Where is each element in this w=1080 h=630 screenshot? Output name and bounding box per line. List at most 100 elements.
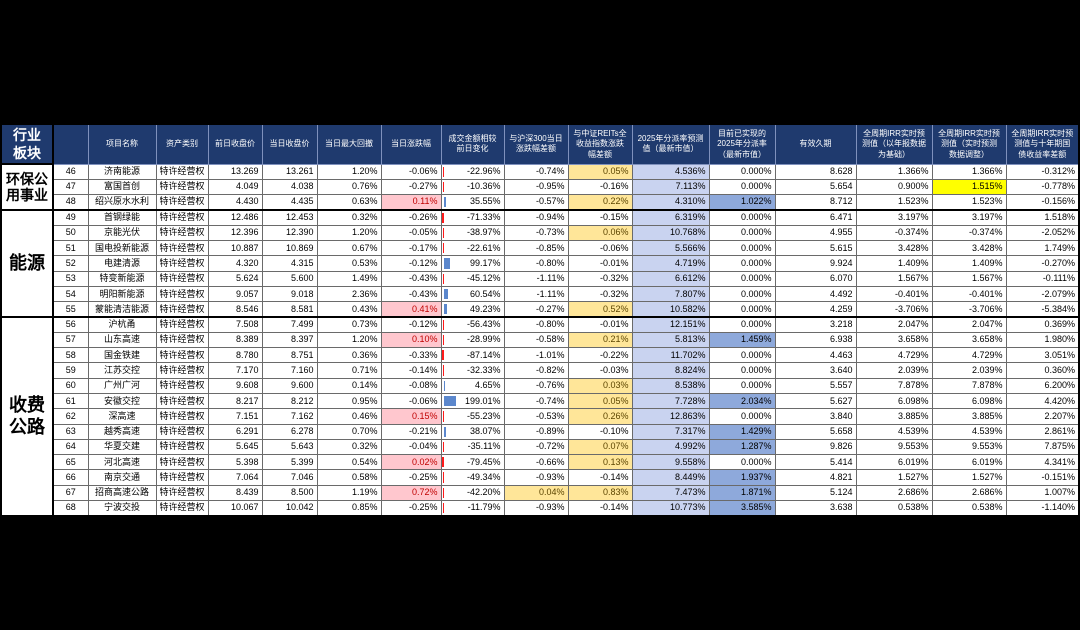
cell-turnover-change: 4.65% (440, 377, 505, 394)
cell-irr-spread: 1.980% (1005, 331, 1080, 349)
cell-irr-adjusted: 1.366% (931, 163, 1007, 180)
sector-label: 环保公 用事业 (0, 163, 54, 211)
cell-vs-reits: -0.14% (567, 469, 633, 486)
table-row: 67 招商高速公路 特许经营权 8.439 8.500 1.19% 0.72% -42.20%… (1, 484, 1080, 502)
cell-dist-forecast: 10.773% (631, 500, 710, 517)
cell-vs-reits: -0.16% (567, 178, 633, 196)
cell-vs-hs300: -0.82% (503, 362, 569, 379)
cell-dist-realized: 0.000% (708, 362, 776, 379)
cell-vs-reits: -0.32% (567, 285, 633, 303)
cell-prev-close: 5.624 (207, 270, 263, 287)
turnover-change-databar (442, 319, 444, 330)
cell-irr-adjusted: 1.567% (931, 270, 1007, 287)
cell-irr-annual: 0.538% (855, 500, 933, 517)
cell-duration: 3.218 (774, 316, 857, 333)
cell-vs-reits: 0.21% (567, 331, 633, 349)
cell-dist-forecast: 5.813% (631, 331, 710, 349)
cell-max-drawdown: 0.14% (316, 377, 382, 394)
cell-dist-forecast: 4.992% (631, 438, 710, 456)
cell-irr-annual: 4.539% (855, 423, 933, 440)
turnover-change-databar (442, 242, 444, 254)
cell-irr-adjusted: 4.539% (931, 423, 1007, 440)
cell-max-drawdown: 0.32% (316, 209, 382, 226)
cell-vs-hs300: -0.53% (503, 408, 569, 425)
cell-irr-spread: 0.360% (1005, 362, 1080, 379)
turnover-change-databar (442, 181, 444, 193)
cell-irr-spread: 7.875% (1005, 438, 1080, 456)
cell-dist-forecast: 7.317% (631, 423, 710, 440)
cell-irr-annual: 0.900% (855, 178, 933, 196)
cell-vs-hs300: -0.74% (503, 163, 569, 180)
cell-irr-spread: -0.156% (1005, 194, 1080, 211)
cell-vs-hs300: -0.93% (503, 500, 569, 517)
cell-vs-reits: 0.06% (567, 224, 633, 241)
cell-type: 特许经营权 (155, 484, 209, 502)
row-number: 66 (52, 469, 89, 486)
sector-label: 能源 (0, 208, 54, 318)
column-header-sector: 行业 板块 (0, 123, 54, 165)
cell-dist-forecast: 8.449% (631, 469, 710, 486)
table-row: 66 南京交通 特许经营权 7.064 7.046 0.58% -0.25% -49.34% -… (1, 469, 1080, 486)
cell-max-drawdown: 1.49% (316, 270, 382, 287)
cell-vs-reits: 0.07% (567, 438, 633, 456)
cell-turnover-change-value: -55.23% (466, 410, 501, 421)
cell-irr-adjusted: 3.428% (931, 239, 1007, 257)
cell-irr-adjusted: 0.538% (931, 500, 1007, 517)
cell-turnover-change: -56.43% (440, 316, 505, 333)
cell-irr-annual: 6.098% (855, 392, 933, 410)
cell-dist-realized: 0.000% (708, 270, 776, 287)
cell-change: -0.27% (380, 178, 442, 196)
cell-prev-close: 8.780 (207, 347, 263, 364)
cell-dist-realized: 2.034% (708, 392, 776, 410)
cell-irr-spread: 2.207% (1005, 408, 1080, 425)
cell-dist-forecast: 12.863% (631, 408, 710, 425)
cell-turnover-change-value: 199.01% (464, 395, 501, 406)
cell-name: 沪杭甬 (87, 316, 157, 333)
cell-change: 0.02% (380, 454, 442, 471)
cell-dist-realized: 0.000% (708, 347, 776, 364)
row-number: 49 (52, 209, 89, 226)
cell-irr-spread: -0.270% (1005, 255, 1080, 272)
turnover-change-databar (444, 304, 447, 314)
cell-close: 10.869 (261, 239, 318, 257)
cell-irr-spread: 2.861% (1005, 423, 1080, 440)
cell-close: 13.261 (261, 163, 318, 180)
cell-turnover-change: -55.23% (440, 408, 505, 425)
turnover-change-databar (444, 197, 447, 207)
cell-irr-adjusted: 6.019% (931, 454, 1007, 471)
cell-name: 江苏交控 (87, 362, 157, 379)
column-header-max-drawdown: 当日最大回撤 (316, 123, 382, 165)
turnover-change-databar (442, 487, 444, 499)
cell-dist-realized: 0.000% (708, 301, 776, 318)
cell-turnover-change: 199.01% (440, 392, 505, 410)
cell-name: 安徽交控 (87, 392, 157, 410)
cell-turnover-change: -10.36% (440, 178, 505, 196)
cell-vs-reits: -0.03% (567, 362, 633, 379)
cell-duration: 8.712 (774, 194, 857, 211)
cell-change: -0.25% (380, 500, 442, 517)
table-row: 环保公 用事业 46 济南能源 特许经营权 13.269 13.261 1.20% -0.06… (0, 163, 1080, 211)
turnover-change-databar (442, 503, 444, 513)
table-row: 58 国金铁建 特许经营权 8.780 8.751 0.36% -0.33% -87.14% -… (1, 347, 1080, 364)
cell-change: 0.11% (380, 194, 442, 211)
cell-irr-annual: 7.878% (855, 377, 933, 394)
cell-irr-annual: 1.567% (855, 270, 933, 287)
cell-irr-spread: -2.052% (1005, 224, 1080, 241)
cell-type: 特许经营权 (155, 392, 209, 410)
cell-irr-spread: 1.007% (1005, 484, 1080, 502)
cell-name: 电建清源 (87, 255, 157, 272)
sector-label: 收费 公路 (0, 315, 54, 517)
cell-dist-forecast: 7.728% (631, 392, 710, 410)
cell-irr-annual: 3.658% (855, 331, 933, 349)
cell-turnover-change-value: 49.23% (469, 303, 501, 314)
cell-irr-annual: 3.885% (855, 408, 933, 425)
cell-turnover-change-value: -22.61% (466, 242, 501, 253)
cell-name: 国金铁建 (87, 347, 157, 364)
reits-daily-table: 行业 板块 项目名称 资产类别 前日收盘价 当日收盘价 当日最大回撤 当日涨跌幅 成交金额相… (0, 123, 1080, 517)
cell-turnover-change-value: -10.36% (466, 181, 501, 192)
column-header-irr-annual: 全周期IRR实时预 测值（以年报数据 为基础） (855, 123, 933, 165)
cell-vs-hs300: -0.58% (503, 331, 569, 349)
cell-turnover-change: -11.79% (440, 500, 505, 517)
cell-close: 8.581 (261, 301, 318, 318)
table-row: 61 安徽交控 特许经营权 8.217 8.212 0.95% -0.06% 199.01% -… (1, 392, 1080, 410)
